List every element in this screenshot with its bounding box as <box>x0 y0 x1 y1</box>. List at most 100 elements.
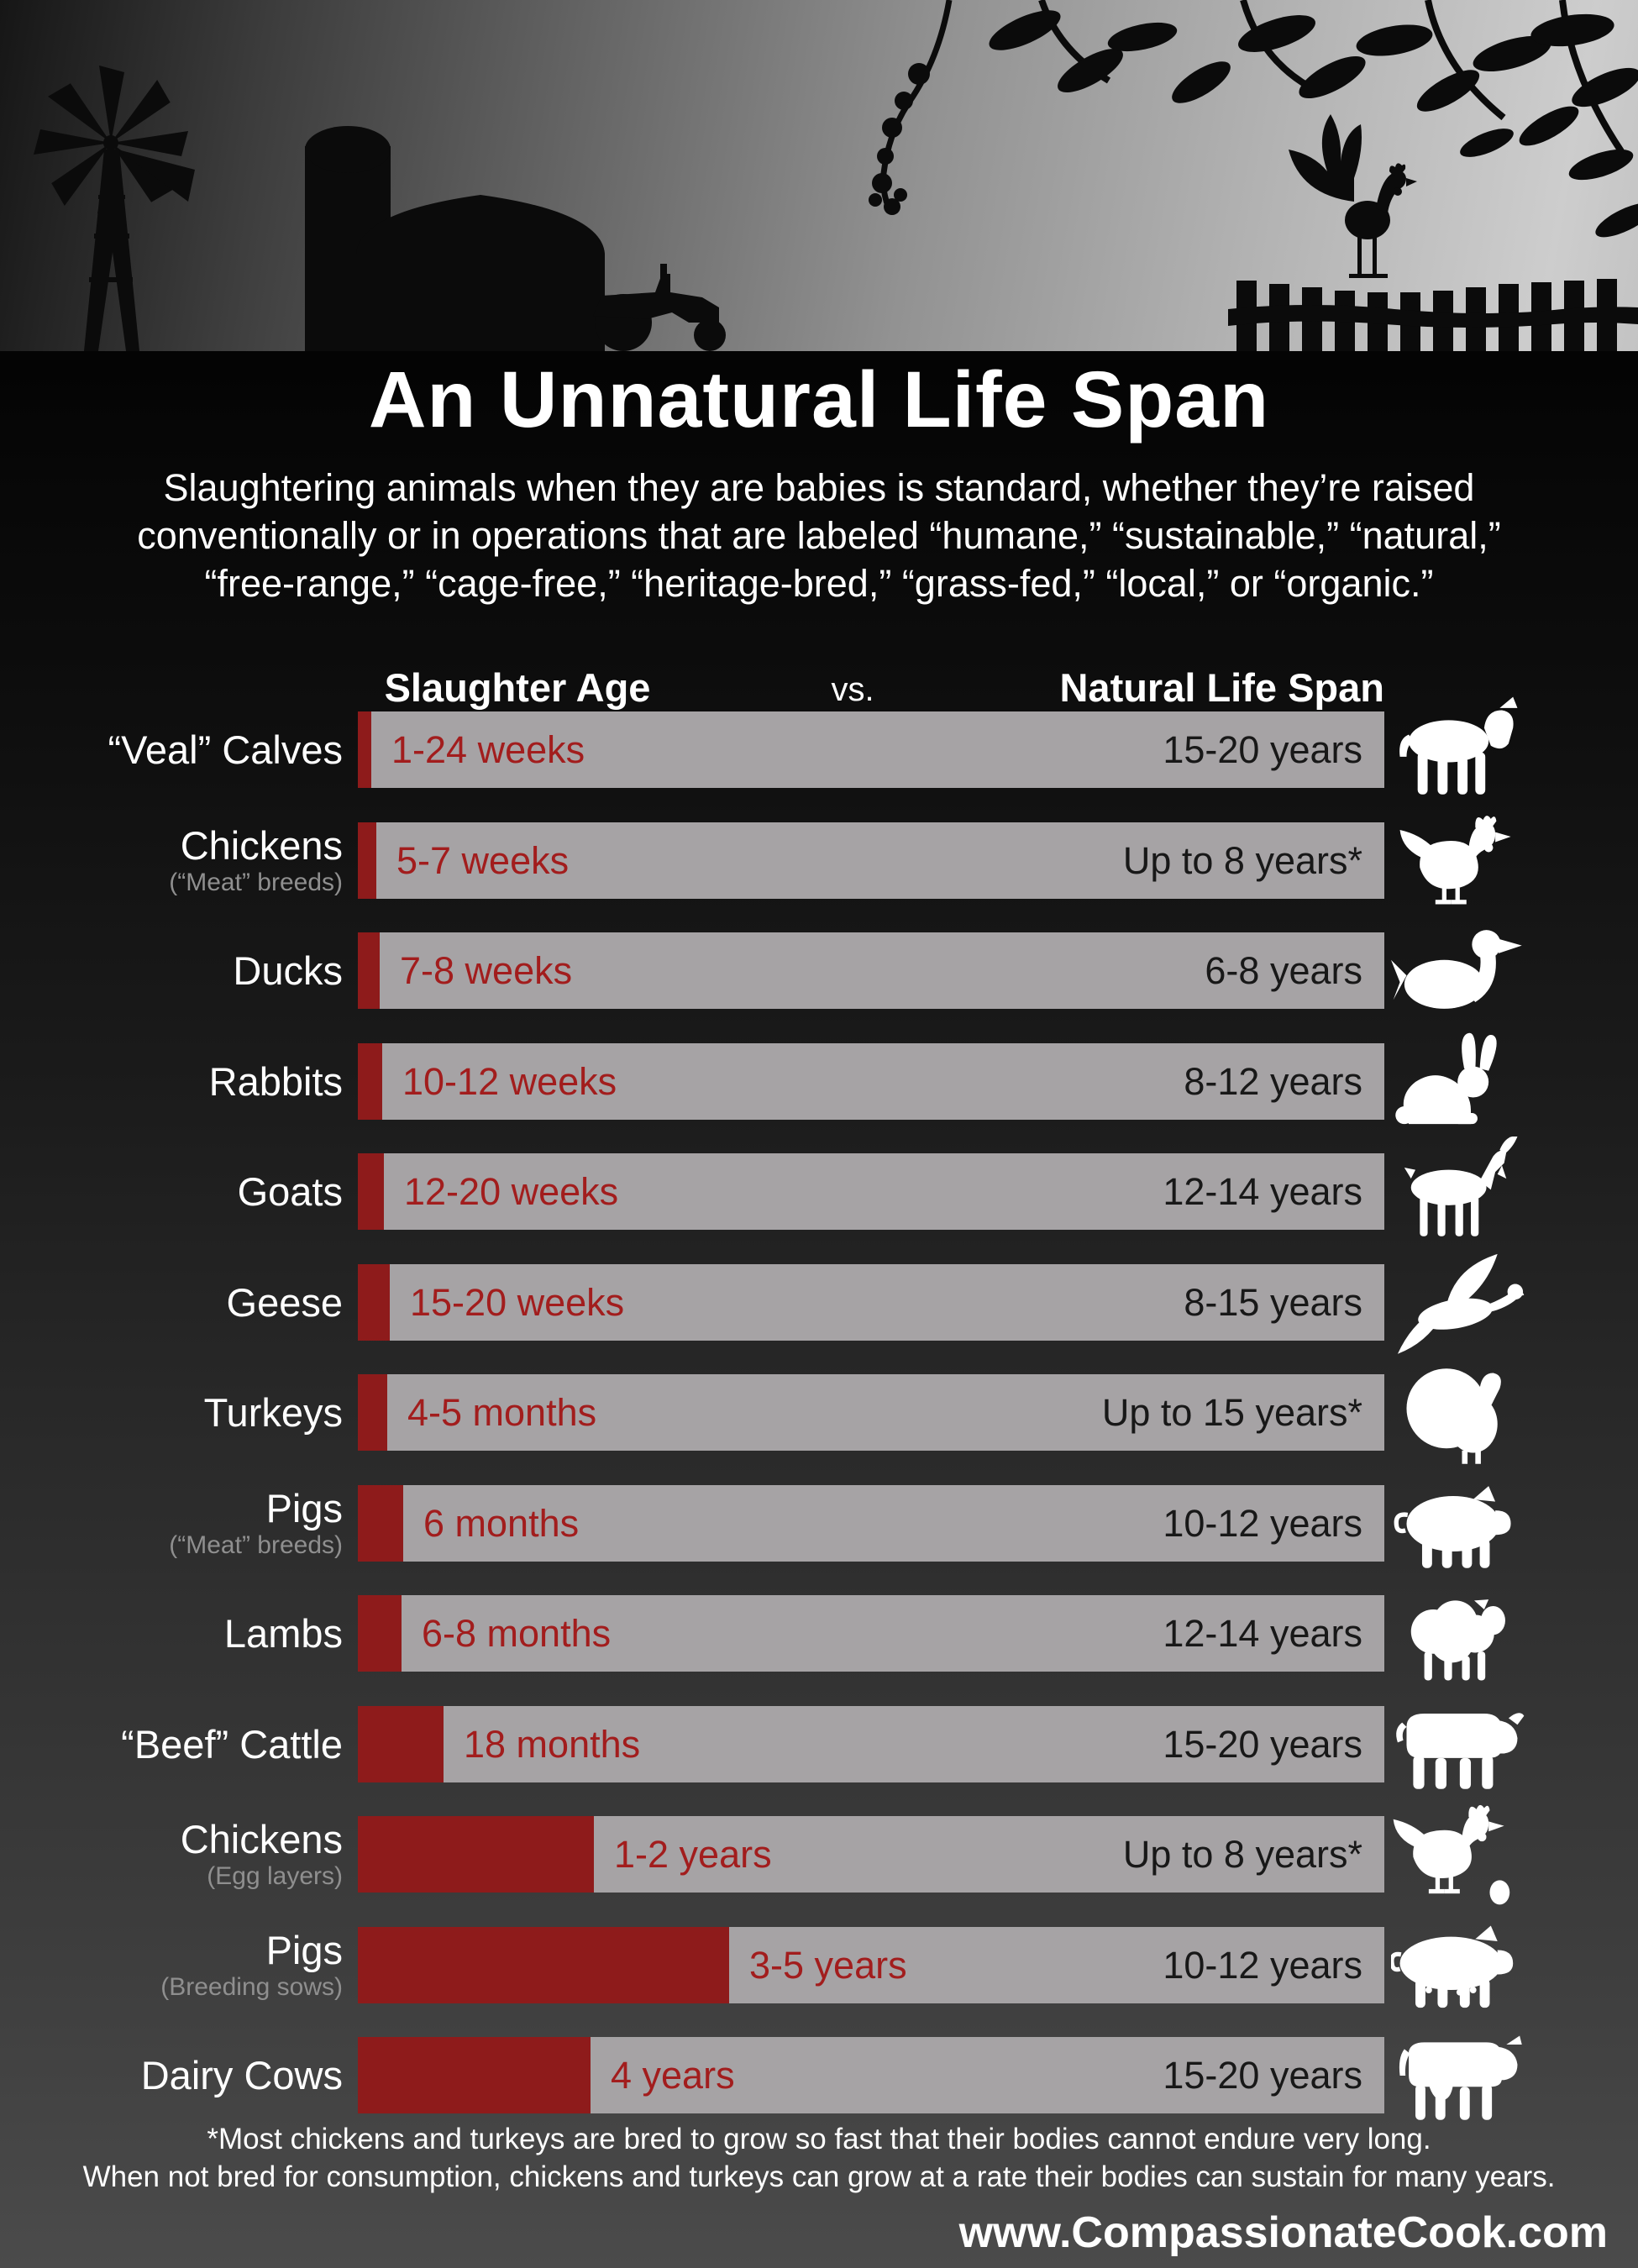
chart-row-2: Chickens (“Meat” breeds) 5-7 weeks Up to 8 … <box>0 822 1638 899</box>
natural-life-span-value: 10-12 years <box>1163 1501 1362 1545</box>
slaughter-age-value: 1-24 weeks <box>391 727 585 771</box>
natural-life-span-value: 12-14 years <box>1163 1611 1362 1655</box>
slaughter-age-bar <box>358 1706 444 1782</box>
slaughter-age-bar <box>358 822 376 899</box>
row-label: Pigs <box>265 1485 343 1530</box>
website-url: www.CompassionateCook.com <box>958 2208 1608 2257</box>
chart-row-1: “Veal” Calves 1-24 weeks 15-20 years <box>0 711 1638 788</box>
chicken-icon <box>1391 806 1601 916</box>
row-label: Ducks <box>233 948 343 993</box>
cattle-icon <box>1391 1689 1601 1800</box>
turkey-icon <box>1391 1357 1601 1468</box>
chart-row-3: Ducks 7-8 weeks 6-8 years <box>0 932 1638 1009</box>
slaughter-age-value: 18 months <box>464 1722 641 1766</box>
slaughter-age-bar <box>358 932 380 1009</box>
natural-life-span-value: 8-15 years <box>1184 1280 1362 1324</box>
slaughter-age-bar <box>358 711 371 788</box>
slaughter-age-value: 6 months <box>423 1501 580 1545</box>
rabbit-icon <box>1391 1026 1601 1137</box>
row-labelbox: Pigs (“Meat” breeds) <box>0 1485 343 1562</box>
slaughter-age-bar <box>358 1374 387 1451</box>
natural-life-span-value: Up to 15 years* <box>1101 1390 1362 1434</box>
row-label: Pigs <box>265 1927 343 1972</box>
pig-icon <box>1391 1468 1601 1579</box>
row-labelbox: Chickens (Egg layers) <box>0 1816 343 1893</box>
natural-life-span-value: 15-20 years <box>1163 2053 1362 2097</box>
slaughter-age-value: 6-8 months <box>422 1611 612 1655</box>
rooster-icon <box>1289 114 1417 278</box>
natural-life-span-value: 10-12 years <box>1163 1943 1362 1987</box>
row-labelbox: Geese <box>0 1264 343 1341</box>
hen-egg-icon <box>1391 1799 1601 1910</box>
lamb-icon <box>1391 1578 1601 1689</box>
chart-row-4: Rabbits 10-12 weeks 8-12 years <box>0 1043 1638 1120</box>
windmill-icon <box>34 66 195 351</box>
row-sublabel: (“Meat” breeds) <box>169 868 343 896</box>
row-sublabel: (“Meat” breeds) <box>169 1530 343 1559</box>
chart-row-11: Chickens (Egg layers) 1-2 years Up to 8 yea… <box>0 1816 1638 1893</box>
slaughter-age-bar <box>358 1043 382 1120</box>
row-label: “Veal” Calves <box>108 727 344 772</box>
chart-row-7: Turkeys 4-5 months Up to 15 years* <box>0 1374 1638 1451</box>
column-header-vs: vs. <box>831 671 874 708</box>
row-labelbox: Pigs (Breeding sows) <box>0 1927 343 2003</box>
natural-life-span-value: 8-12 years <box>1184 1059 1362 1103</box>
lifespan-bar: 4-5 months Up to 15 years* <box>358 1374 1384 1451</box>
lifespan-bar: 6 months 10-12 years <box>358 1485 1384 1562</box>
row-labelbox: “Veal” Calves <box>0 711 344 788</box>
slaughter-age-value: 4-5 months <box>407 1390 597 1434</box>
blossom-branch-icon <box>869 0 953 215</box>
column-header-slaughter-age: Slaughter Age <box>384 665 651 710</box>
farm-scene-banner <box>0 0 1638 351</box>
column-header-natural-life-span: Natural Life Span <box>1059 665 1384 710</box>
natural-life-span-value: Up to 8 years* <box>1122 838 1362 882</box>
footnote: *Most chickens and turkeys are bred to g… <box>0 2120 1638 2196</box>
row-sublabel: (Egg layers) <box>207 1861 343 1890</box>
intro-line-2: conventionally or in operations that are… <box>137 514 1501 557</box>
row-sublabel: (Breeding sows) <box>160 1972 343 2001</box>
slaughter-age-value: 15-20 weeks <box>410 1280 625 1324</box>
row-labelbox: Chickens (“Meat” breeds) <box>0 822 343 899</box>
sow-icon <box>1391 1910 1601 2021</box>
slaughter-age-value: 1-2 years <box>614 1832 772 1876</box>
lifespan-bar: 15-20 weeks 8-15 years <box>358 1264 1384 1341</box>
goat-icon <box>1391 1137 1601 1247</box>
slaughter-age-bar <box>358 1927 729 2003</box>
lifespan-bar: 7-8 weeks 6-8 years <box>358 932 1384 1009</box>
row-label: Turkeys <box>203 1389 343 1435</box>
row-labelbox: Rabbits <box>0 1043 343 1120</box>
intro-text: Slaughtering animals when they are babie… <box>0 464 1638 607</box>
slaughter-age-bar <box>358 2037 591 2113</box>
natural-life-span-value: 12-14 years <box>1163 1169 1362 1213</box>
natural-life-span-value: 15-20 years <box>1163 1722 1362 1766</box>
lifespan-bar: 1-24 weeks 15-20 years <box>358 711 1384 788</box>
footnote-line-2: When not bred for consumption, chickens … <box>82 2160 1556 2193</box>
calf-icon <box>1391 695 1601 806</box>
farm-silhouette <box>34 0 1638 351</box>
chart-row-10: “Beef” Cattle 18 months 15-20 years <box>0 1706 1638 1782</box>
slaughter-age-value: 10-12 weeks <box>402 1059 617 1103</box>
slaughter-age-bar <box>358 1264 390 1341</box>
lifespan-bar: 18 months 15-20 years <box>358 1706 1384 1782</box>
row-label: Lambs <box>223 1610 343 1656</box>
tree-leaves-icon <box>989 0 1638 238</box>
fence-icon <box>1228 279 1638 351</box>
goose-icon <box>1391 1247 1601 1358</box>
lifespan-bar: 5-7 weeks Up to 8 years* <box>358 822 1384 899</box>
row-labelbox: Dairy Cows <box>0 2037 343 2113</box>
chart-row-9: Lambs 6-8 months 12-14 years <box>0 1595 1638 1672</box>
slaughter-age-value: 12-20 weeks <box>404 1169 619 1213</box>
row-labelbox: Lambs <box>0 1595 343 1672</box>
slaughter-age-value: 5-7 weeks <box>396 838 570 882</box>
row-label: Chickens <box>180 1816 343 1861</box>
page-title: An Unnatural Life Span <box>368 355 1270 444</box>
natural-life-span-value: Up to 8 years* <box>1122 1832 1362 1876</box>
lifespan-bar: 10-12 weeks 8-12 years <box>358 1043 1384 1120</box>
barn-icon <box>356 195 605 351</box>
lifespan-bar: 1-2 years Up to 8 years* <box>358 1816 1384 1893</box>
slaughter-age-bar <box>358 1595 402 1672</box>
duck-icon <box>1391 916 1601 1026</box>
row-label: Geese <box>226 1279 343 1325</box>
natural-life-span-value: 6-8 years <box>1205 948 1362 992</box>
